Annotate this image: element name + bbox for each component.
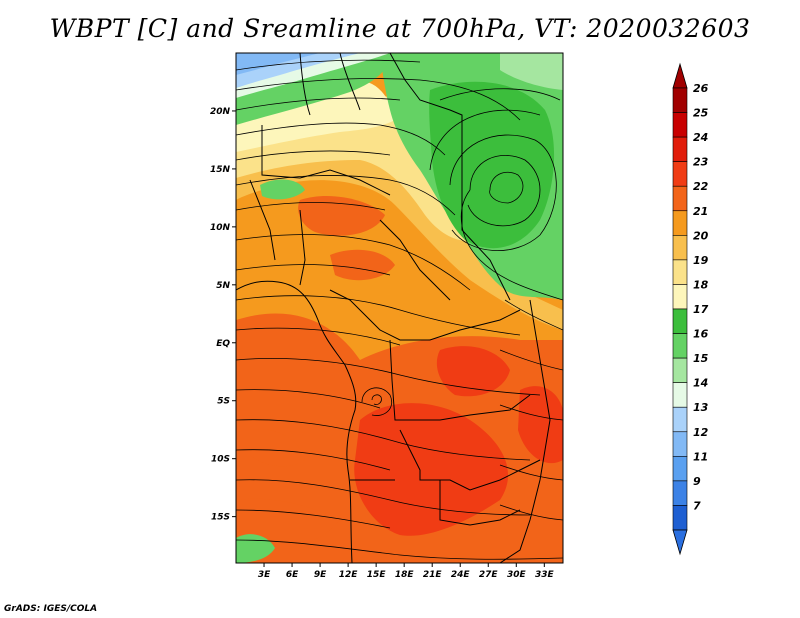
colorbar-swatch xyxy=(672,185,688,212)
lon-tick-label: 27E xyxy=(479,570,499,580)
colorbar-label: 17 xyxy=(693,303,709,316)
colorbar-label: 24 xyxy=(693,131,708,144)
colorbar-label: 15 xyxy=(693,352,709,365)
colorbar-swatch xyxy=(672,308,688,334)
colorbar-label: 9 xyxy=(693,475,701,488)
lat-tick-label: 5N xyxy=(216,281,230,291)
colorbar-bottom-arrow xyxy=(672,529,688,556)
lon-tick-label: 18E xyxy=(395,570,415,580)
lat-tick-label: 5S xyxy=(217,397,230,407)
lon-tick-label: 9E xyxy=(314,570,327,580)
lon-tick-label: 33E xyxy=(535,570,555,580)
colorbar-swatch xyxy=(672,480,688,506)
colorbar-label: 21 xyxy=(693,205,708,218)
lon-tick-label: 6E xyxy=(286,570,299,580)
colorbar-label: 25 xyxy=(693,107,709,120)
lon-tick-label: 24E xyxy=(451,570,471,580)
colorbar-swatch xyxy=(672,357,688,383)
grads-credit: GrADS: IGES/COLA xyxy=(4,604,98,614)
map-axes: 3E 6E 9E 12E 15E 18E 21E 24E 27E 30E 33E 20N 15N 10N 5… xyxy=(210,107,555,580)
lat-tick-label: 15N xyxy=(210,165,231,175)
colorbar-label: 26 xyxy=(693,82,709,95)
lat-tick-label: EQ xyxy=(216,339,230,349)
colorbar-swatch xyxy=(672,235,688,261)
lon-tick-label: 21E xyxy=(423,570,443,580)
colorbar-swatch xyxy=(672,505,688,531)
map-title: WBPT [C] and Sreamline at 700hPa, VT: 20… xyxy=(49,14,751,43)
colorbar-label: 18 xyxy=(693,278,709,291)
colorbar-swatch xyxy=(672,87,688,113)
colorbar-label: 13 xyxy=(693,401,709,414)
colorbar: 26 25 24 23 22 21 20 19 18 17 16 15 14 13 12 11 9 7 xyxy=(672,62,709,556)
colorbar-swatch xyxy=(672,136,688,162)
colorbar-swatch xyxy=(672,431,688,457)
colorbar-label: 23 xyxy=(693,156,709,169)
wbpt-field xyxy=(236,53,563,563)
colorbar-label: 11 xyxy=(693,450,708,463)
colorbar-swatch xyxy=(672,382,688,408)
colorbar-swatch xyxy=(672,333,688,359)
colorbar-swatch xyxy=(672,161,688,187)
colorbar-swatch xyxy=(672,456,688,482)
lat-tick-label: 15S xyxy=(211,513,230,523)
colorbar-swatch xyxy=(672,284,688,310)
lat-tick-label: 20N xyxy=(210,107,231,117)
lat-tick-label: 10S xyxy=(211,455,230,465)
colorbar-label: 12 xyxy=(693,426,709,439)
lon-tick-label: 30E xyxy=(507,570,527,580)
country-borders xyxy=(236,53,551,563)
lon-tick-label: 12E xyxy=(339,570,359,580)
lon-tick-label: 15E xyxy=(367,570,387,580)
colorbar-swatch xyxy=(672,210,688,236)
colorbar-top-arrow xyxy=(672,62,688,89)
colorbar-swatch xyxy=(672,406,688,433)
colorbar-label: 22 xyxy=(693,180,709,193)
colorbar-label: 16 xyxy=(693,328,709,341)
colorbar-swatch xyxy=(672,259,688,285)
colorbar-label: 7 xyxy=(693,499,701,512)
colorbar-label: 20 xyxy=(693,229,709,242)
lat-tick-label: 10N xyxy=(210,223,231,233)
lon-tick-label: 3E xyxy=(258,570,271,580)
map-frame xyxy=(235,52,564,564)
colorbar-label: 14 xyxy=(693,377,708,390)
colorbar-label: 19 xyxy=(693,254,709,267)
colorbar-swatch xyxy=(672,112,688,138)
